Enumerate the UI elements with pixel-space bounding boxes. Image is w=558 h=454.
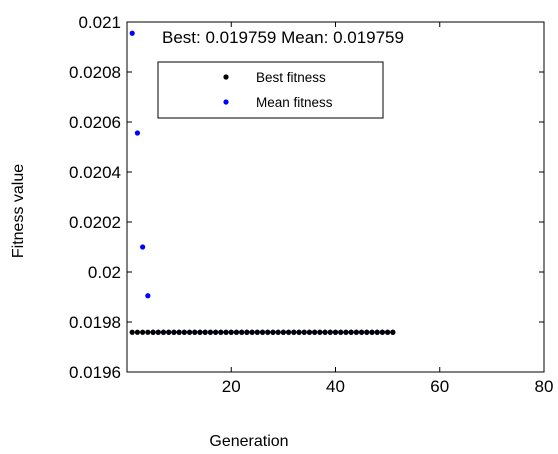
best-fitness-point <box>160 329 167 335</box>
best-fitness-point <box>171 329 177 335</box>
best-fitness-point <box>390 329 396 335</box>
best-fitness-point <box>254 329 260 335</box>
mean-fitness-point <box>145 293 151 299</box>
best-fitness-point <box>317 329 323 335</box>
best-fitness-point <box>280 329 286 335</box>
best-fitness-point <box>343 329 349 335</box>
best-fitness-point <box>218 329 224 335</box>
best-fitness-point <box>150 329 156 335</box>
best-fitness-point <box>285 329 292 335</box>
best-fitness-point <box>270 329 276 335</box>
best-fitness-point <box>332 329 339 335</box>
best-fitness-point <box>353 329 359 335</box>
best-fitness-point <box>145 329 151 335</box>
best-fitness-point <box>213 329 219 335</box>
y-tick-label: 0.021 <box>78 13 121 32</box>
best-fitness-point <box>186 329 193 335</box>
y-tick-label: 0.0196 <box>69 363 121 382</box>
best-fitness-point <box>202 329 208 335</box>
best-fitness-point <box>155 329 161 335</box>
best-fitness-point <box>192 329 198 335</box>
y-axis-label: Fitness value <box>10 164 27 258</box>
x-tick-label: 80 <box>535 377 554 396</box>
best-fitness-point <box>374 329 380 335</box>
best-fitness-point <box>275 329 281 335</box>
legend-marker-best-fitness <box>223 74 229 80</box>
y-tick-label: 0.0204 <box>69 163 121 182</box>
best-fitness-point <box>176 329 182 335</box>
best-fitness-point <box>379 329 386 335</box>
x-tick-label: 60 <box>430 377 449 396</box>
best-fitness-point <box>197 329 203 335</box>
legend-label-best-fitness: Best fitness <box>256 70 326 85</box>
y-tick-label: 0.0206 <box>69 113 121 132</box>
y-tick-label: 0.0202 <box>69 213 121 232</box>
best-fitness-point <box>385 329 391 335</box>
mean-fitness-point <box>134 130 141 136</box>
best-fitness-point <box>207 329 213 335</box>
best-fitness-point <box>364 329 370 335</box>
x-axis-label: Generation <box>209 433 288 450</box>
chart-title: Best: 0.019759 Mean: 0.019759 <box>162 28 404 47</box>
axis-ticks: 0.0196 0.0198 0.02 0.0202 0.0204 0.0206 0.0208… <box>69 13 553 396</box>
best-fitness-point <box>322 329 328 335</box>
best-fitness-point <box>249 329 255 335</box>
best-fitness-point <box>369 329 375 335</box>
mean-fitness-point <box>129 30 135 36</box>
best-fitness-point <box>296 329 302 335</box>
best-fitness-point <box>312 329 318 335</box>
best-fitness-point <box>233 329 240 335</box>
best-fitness-point <box>338 329 344 335</box>
best-fitness-point <box>181 329 187 335</box>
y-tick-label: 0.0208 <box>69 63 121 82</box>
best-fitness-point <box>291 329 297 335</box>
best-fitness-point <box>244 329 250 335</box>
best-fitness-point <box>140 329 146 335</box>
best-fitness-point <box>301 329 307 335</box>
best-fitness-point <box>228 329 234 335</box>
best-fitness-point <box>348 329 354 335</box>
best-fitness-point <box>358 329 365 335</box>
y-tick-label: 0.02 <box>88 263 121 282</box>
data-marks <box>129 30 396 335</box>
legend-label-mean-fitness: Mean fitness <box>256 95 333 110</box>
best-fitness-point <box>265 329 271 335</box>
best-fitness-point <box>327 329 333 335</box>
best-fitness-point <box>259 329 266 335</box>
best-fitness-point <box>306 329 313 335</box>
best-fitness-point <box>129 329 135 335</box>
best-fitness-point <box>166 329 172 335</box>
legend-box <box>157 61 384 119</box>
y-tick-label: 0.0198 <box>69 313 121 332</box>
mean-fitness-point <box>140 244 146 250</box>
x-tick-label: 20 <box>222 377 241 396</box>
legend-marker-mean-fitness <box>223 99 229 105</box>
best-fitness-point <box>223 329 229 335</box>
x-tick-label: 40 <box>326 377 345 396</box>
legend: Best fitness Mean fitness <box>157 61 384 119</box>
best-fitness-point <box>134 329 141 335</box>
best-fitness-point <box>239 329 245 335</box>
